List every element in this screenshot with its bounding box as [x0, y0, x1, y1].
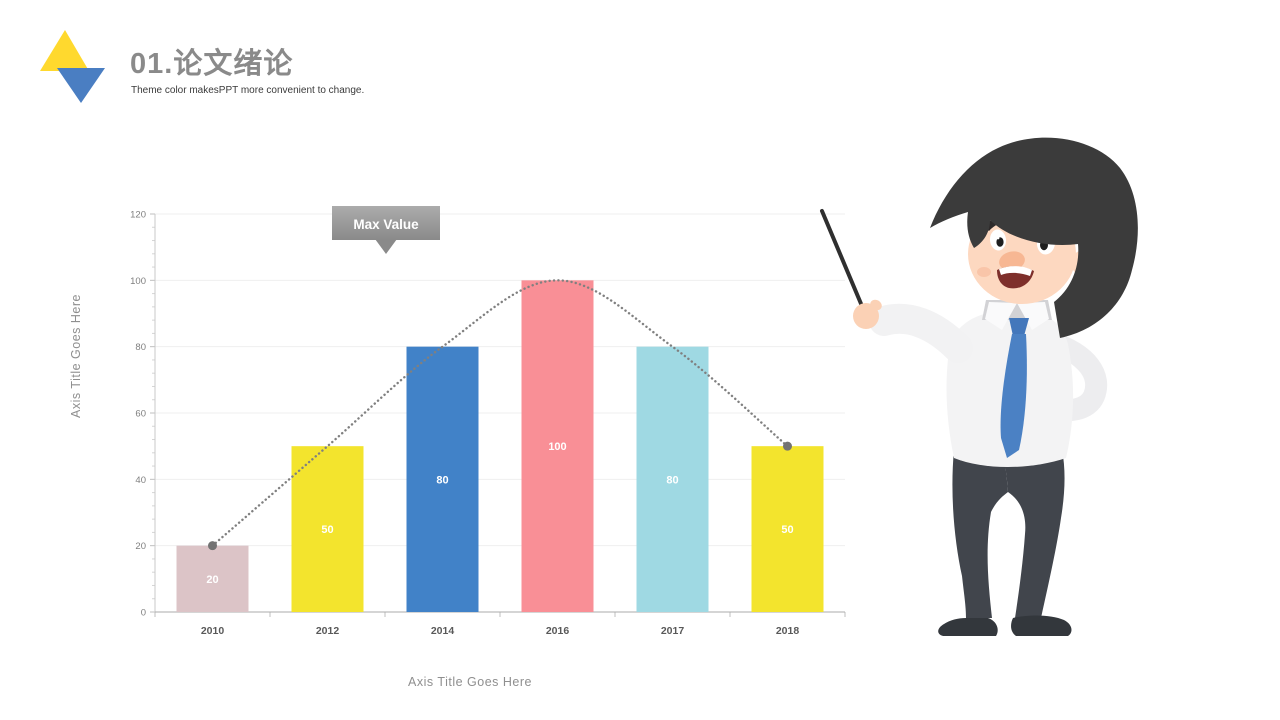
callout-label: Max Value — [353, 217, 419, 232]
bar-value-label: 80 — [666, 474, 678, 486]
bar-value-label: 50 — [781, 524, 793, 536]
trend-endpoint-dot — [783, 441, 792, 451]
left-leg — [952, 450, 1008, 618]
bar-value-label: 50 — [321, 524, 333, 536]
collar-wing-right — [1017, 302, 1049, 330]
y-tick-label: 100 — [130, 276, 146, 287]
bar-series — [176, 280, 824, 612]
left-arm — [869, 303, 973, 363]
bar-value-label: 80 — [436, 474, 448, 486]
bar-2012 — [291, 446, 364, 612]
logo-triangle-down-icon — [57, 68, 105, 103]
bar-2014 — [406, 346, 479, 612]
y-axis-title: Axis Title Goes Here — [69, 294, 83, 418]
cheek-blush — [977, 267, 991, 277]
max-value-callout: Max Value — [332, 206, 440, 254]
tie-knot — [1009, 318, 1029, 336]
x-category-label: 2012 — [316, 625, 340, 637]
bar-2010 — [176, 545, 249, 612]
logo — [40, 30, 105, 103]
hair — [930, 137, 1138, 338]
callout-pointer — [375, 239, 397, 254]
bar-2017 — [636, 346, 709, 612]
collar-wing-left — [985, 302, 1017, 330]
axis-labels: 0 20 40 60 80 100 120 20 2010 50 2012 80 2014 100 2016… — [130, 210, 799, 638]
trend-endpoint-markers — [208, 441, 792, 551]
y-tick-label: 40 — [135, 475, 146, 486]
y-tick-label: 0 — [141, 608, 146, 619]
bar-value-label: 20 — [206, 574, 218, 586]
left-pupil — [996, 237, 1004, 247]
x-category-label: 2014 — [431, 625, 455, 637]
left-eye-glint — [996, 236, 1000, 240]
page-subtitle: Theme color makesPPT more convenient to … — [131, 85, 365, 96]
head — [930, 137, 1138, 338]
x-category-label: 2018 — [776, 625, 800, 637]
callout-box — [332, 206, 440, 240]
y-tick-label: 60 — [135, 409, 146, 420]
thumb — [870, 299, 882, 311]
y-axis-ticks — [150, 213, 155, 613]
x-category-label: 2016 — [546, 625, 570, 637]
right-shoe — [1011, 615, 1072, 636]
gridlines — [155, 213, 845, 547]
logo-triangle-up-icon — [40, 30, 89, 71]
page-title: 01.论文绪论 — [130, 48, 294, 80]
right-leg — [1003, 450, 1065, 618]
x-axis-title: Axis Title Goes Here — [408, 675, 532, 689]
x-category-label: 2010 — [201, 625, 225, 637]
nose — [999, 251, 1025, 271]
bar-2018 — [751, 446, 824, 612]
teeth — [999, 266, 1032, 276]
trend-line — [211, 279, 789, 547]
x-axis-ticks — [154, 612, 846, 617]
left-shoe — [938, 618, 998, 636]
y-tick-label: 80 — [135, 342, 146, 353]
y-tick-label: 120 — [130, 210, 146, 221]
trend-endpoint-dot — [208, 541, 217, 551]
y-tick-label: 20 — [135, 541, 146, 552]
pointer-stick — [820, 209, 869, 320]
x-category-label: 2017 — [661, 625, 685, 637]
bar-value-label: 100 — [548, 441, 566, 453]
hand-fist — [853, 303, 879, 329]
tie — [1000, 334, 1027, 458]
bar-2016 — [521, 280, 594, 612]
